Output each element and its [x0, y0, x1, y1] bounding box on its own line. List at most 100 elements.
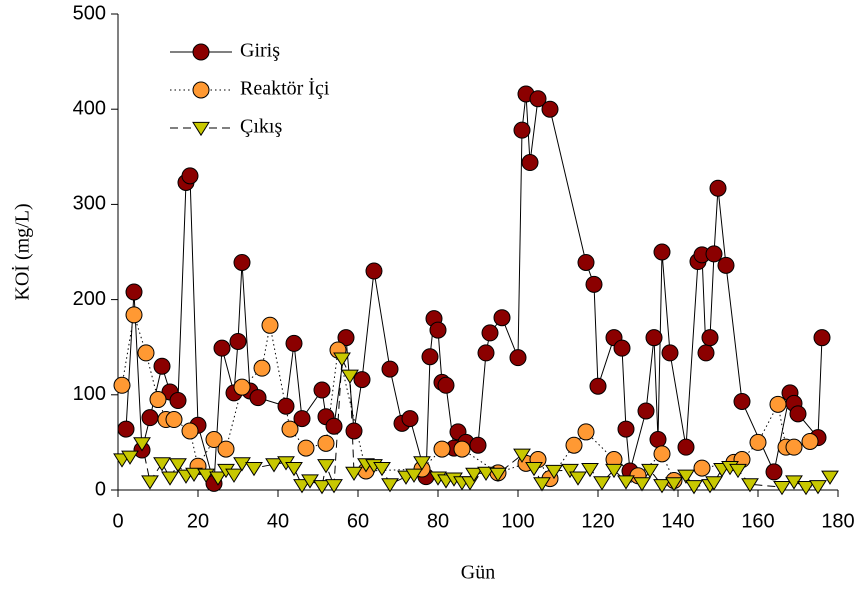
marker — [645, 329, 663, 347]
x-tick-label: 20 — [187, 510, 209, 532]
marker — [541, 100, 559, 118]
x-tick-label: 120 — [581, 510, 614, 532]
series-line — [121, 314, 811, 482]
marker — [477, 344, 495, 362]
marker — [701, 329, 719, 347]
marker — [533, 477, 551, 492]
marker — [153, 457, 171, 472]
marker — [429, 321, 447, 339]
marker — [665, 477, 683, 492]
marker — [317, 434, 335, 452]
x-tick-label: 0 — [112, 510, 123, 532]
marker — [333, 352, 351, 367]
y-tick-label: 100 — [73, 383, 106, 405]
marker — [205, 431, 223, 449]
marker — [521, 154, 539, 172]
marker — [653, 479, 671, 494]
marker — [525, 462, 543, 477]
marker — [121, 450, 139, 465]
marker — [677, 469, 695, 484]
marker — [653, 445, 671, 463]
marker — [813, 329, 831, 347]
marker — [125, 283, 143, 301]
marker — [169, 392, 187, 410]
marker — [677, 438, 695, 456]
marker — [253, 359, 271, 377]
x-tick-label: 80 — [427, 510, 449, 532]
marker — [529, 90, 547, 108]
marker — [697, 344, 715, 362]
marker — [313, 480, 331, 495]
marker — [141, 475, 159, 490]
marker — [293, 479, 311, 494]
y-axis-title: KOİ (mg/L) — [11, 203, 34, 300]
x-tick-label: 180 — [821, 510, 854, 532]
marker — [729, 463, 747, 479]
legend-label: Reaktör İçi — [240, 77, 330, 100]
marker — [233, 378, 251, 396]
marker — [381, 478, 399, 493]
marker — [685, 480, 703, 495]
marker — [581, 462, 599, 478]
marker — [233, 457, 251, 472]
marker — [705, 476, 723, 491]
x-axis-title: Gün — [461, 562, 495, 584]
marker — [577, 423, 595, 441]
marker — [773, 481, 791, 496]
marker — [181, 422, 199, 440]
marker — [245, 462, 263, 477]
marker — [217, 440, 235, 458]
marker — [345, 422, 363, 440]
marker — [577, 253, 595, 271]
marker — [365, 262, 383, 280]
marker — [593, 476, 611, 491]
y-tick-label: 0 — [95, 478, 106, 500]
marker — [493, 309, 511, 327]
marker — [653, 243, 671, 261]
x-tick-label: 60 — [347, 510, 369, 532]
marker — [437, 376, 455, 394]
marker — [637, 402, 655, 420]
marker — [161, 471, 179, 486]
y-tick-label: 400 — [73, 97, 106, 119]
marker — [565, 436, 583, 454]
marker — [617, 420, 635, 438]
x-tick-label: 40 — [267, 510, 289, 532]
marker — [741, 478, 759, 493]
marker — [641, 463, 659, 479]
marker — [285, 334, 303, 352]
marker — [277, 397, 295, 415]
marker — [249, 389, 267, 407]
marker — [141, 409, 159, 427]
marker — [465, 467, 483, 482]
marker — [285, 462, 303, 477]
marker — [353, 371, 371, 389]
marker — [405, 468, 423, 483]
marker — [181, 167, 199, 185]
marker — [337, 329, 355, 347]
x-tick-label: 100 — [501, 510, 534, 532]
marker — [809, 480, 827, 495]
marker — [545, 464, 563, 480]
marker — [821, 470, 839, 485]
marker — [209, 471, 227, 486]
marker — [489, 467, 507, 482]
marker — [125, 306, 143, 324]
marker — [381, 360, 399, 378]
x-tick-label: 160 — [741, 510, 774, 532]
marker — [477, 466, 495, 482]
marker — [617, 475, 635, 490]
marker — [569, 471, 587, 486]
marker — [513, 448, 531, 463]
marker — [509, 349, 527, 367]
marker — [233, 253, 251, 271]
marker — [613, 339, 631, 357]
marker — [341, 369, 359, 384]
legend-marker — [192, 121, 210, 137]
marker — [325, 417, 343, 435]
marker — [469, 436, 487, 454]
marker — [401, 410, 419, 428]
marker — [801, 432, 819, 450]
marker — [481, 324, 499, 342]
